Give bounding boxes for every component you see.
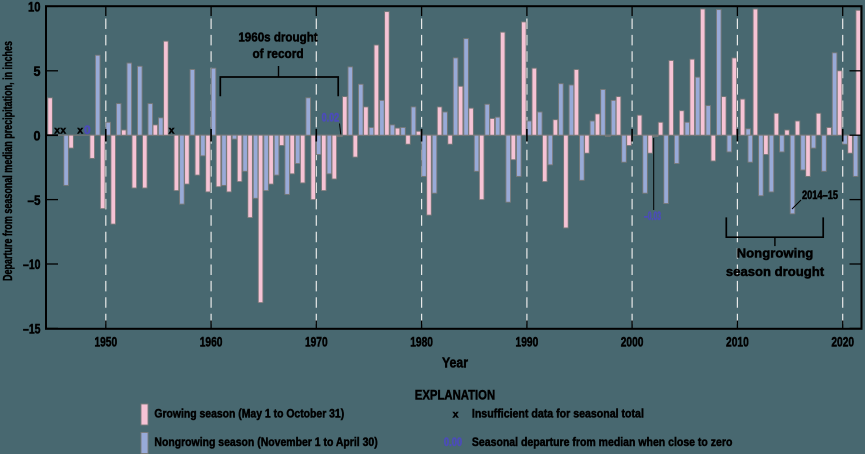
svg-text:2000: 2000 [621,335,644,350]
svg-text:0.02: 0.02 [322,113,340,125]
svg-text:x: x [169,125,175,137]
svg-text:Seasonal departure from median: Seasonal departure from median when clos… [472,435,733,449]
svg-text:Nongrowing season (November 1: Nongrowing season (November 1 to April 3… [154,435,377,449]
svg-text:x: x [60,125,66,137]
svg-text:EXPLANATION: EXPLANATION [415,388,495,403]
svg-text:x: x [77,125,83,137]
svg-text:1980: 1980 [410,335,433,350]
svg-text:0.00: 0.00 [444,437,462,449]
svg-text:x: x [453,409,459,421]
svg-text:–10: –10 [23,257,41,272]
svg-text:Insufficient data for seasonal: Insufficient data for seasonal total [472,407,644,421]
svg-text:Nongrowing: Nongrowing [737,245,814,260]
svg-text:Year: Year [442,356,468,372]
svg-text:1960: 1960 [200,335,223,350]
svg-text:season drought: season drought [726,264,825,279]
svg-text:1960s drought: 1960s drought [238,29,318,44]
svg-text:2010: 2010 [726,335,749,350]
svg-text:Departure from seasonal median: Departure from seasonal median precipita… [1,41,15,281]
svg-text:1950: 1950 [94,335,117,350]
svg-text:x: x [54,125,60,137]
svg-text:1990: 1990 [516,335,539,350]
svg-text:of record: of record [252,46,303,61]
svg-text:2014–15: 2014–15 [802,190,838,202]
svg-text:0: 0 [84,123,91,137]
svg-text:5: 5 [34,64,41,79]
svg-text:–5: –5 [28,193,41,208]
svg-text:–15: –15 [23,322,41,337]
svg-text:–0.03: –0.03 [644,211,661,223]
svg-text:Growing season (May 1 to Octob: Growing season (May 1 to October 31) [154,407,344,421]
svg-text:1970: 1970 [305,335,328,350]
svg-text:10: 10 [28,0,41,15]
svg-text:2020: 2020 [831,335,854,350]
svg-text:0: 0 [34,128,41,143]
